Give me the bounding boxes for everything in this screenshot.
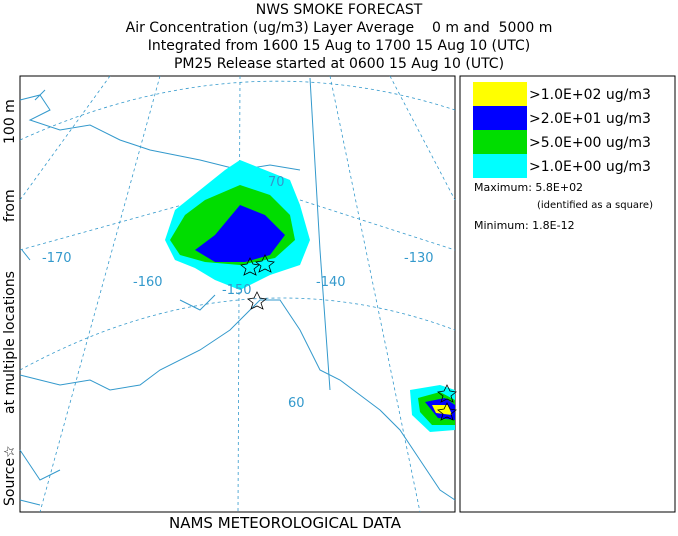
legend-label: >1.0E+02 ug/m3 (529, 87, 651, 103)
legend-minimum: Minimum: 1.8E-12 (474, 219, 575, 232)
sources (240, 254, 457, 421)
longitude-label: -150 (222, 283, 252, 298)
legend-swatch (473, 82, 527, 106)
legend: >1.0E+02 ug/m3 >2.0E+01 ug/m3 >5.0E+00 ug/… (473, 82, 651, 178)
legend-swatch (473, 130, 527, 154)
side-label: from (2, 189, 18, 222)
legend-swatch (473, 106, 527, 130)
latitude-label: 60 (288, 396, 305, 411)
graticule (19, 75, 456, 513)
side-label: Source☆ (2, 445, 18, 506)
subtitle: PM25 Release started at 0600 15 Aug 10 (… (174, 56, 504, 72)
legend-maximum-note: (identified as a square) (537, 200, 653, 211)
legend-label: >1.0E+00 ug/m3 (529, 159, 651, 175)
map-frame (19, 75, 456, 513)
side-label: at multiple locations (2, 271, 18, 414)
subtitle: Air Concentration (ug/m3) Layer Average … (126, 20, 553, 36)
legend-label: >5.0E+00 ug/m3 (529, 135, 651, 151)
latitude-label: 70 (268, 175, 285, 190)
title: NWS SMOKE FORECAST (256, 2, 423, 18)
subtitle: Integrated from 1600 15 Aug to 1700 15 A… (148, 38, 531, 54)
footer: NAMS METEOROLOGICAL DATA (169, 514, 402, 532)
side-label: 100 m (2, 99, 18, 144)
longitude-label: -160 (133, 275, 163, 290)
legend-label: >2.0E+01 ug/m3 (529, 111, 651, 127)
longitude-label: -140 (316, 275, 346, 290)
legend-swatch (473, 154, 527, 178)
legend-maximum: Maximum: 5.8E+02 (474, 181, 583, 194)
longitude-label: -170 (42, 251, 72, 266)
longitude-label: -130 (404, 251, 434, 266)
